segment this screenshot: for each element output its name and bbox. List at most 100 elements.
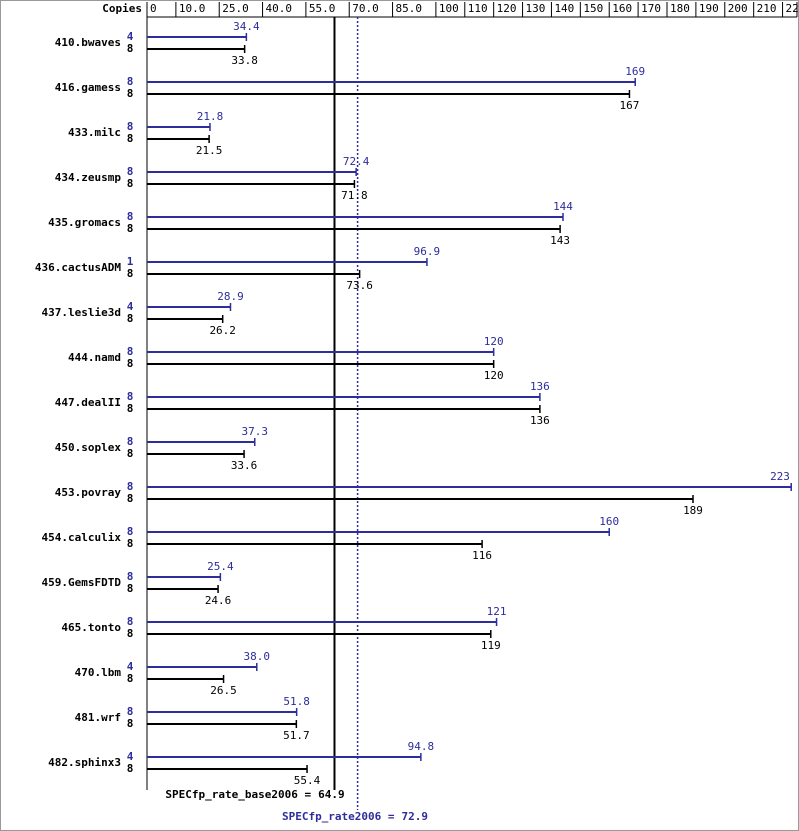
copies-label: 8: [127, 177, 134, 190]
x-tick-label: 140: [554, 2, 574, 15]
x-tick-label: 40.0: [266, 2, 293, 15]
copies-label: 4: [127, 300, 134, 313]
x-tick-label: 150: [583, 2, 603, 15]
copies-label: 1: [127, 255, 134, 268]
value-label: 25.4: [207, 560, 234, 573]
copies-label: 8: [127, 87, 134, 100]
value-label: 120: [484, 369, 504, 382]
copies-label: 8: [127, 75, 134, 88]
category-label: 450.soplex: [55, 441, 122, 454]
x-tick-label: 190: [699, 2, 719, 15]
value-label: 24.6: [205, 594, 232, 607]
reference-label-text: SPECfp_rate2006 =: [282, 810, 395, 823]
value-label: 26.5: [210, 684, 237, 697]
reference-value: 64.9: [318, 788, 345, 801]
value-label: 34.4: [233, 20, 260, 33]
copies-label: 8: [127, 210, 134, 223]
copies-label: 8: [127, 42, 134, 55]
category-label: 437.leslie3d: [42, 306, 121, 319]
category-label: 433.milc: [68, 126, 121, 139]
x-tick-label: 210: [757, 2, 777, 15]
value-label: 28.9: [217, 290, 244, 303]
copies-label: 8: [127, 492, 134, 505]
copies-label: 4: [127, 750, 134, 763]
reference-label: SPECfp_rate_base2006 = 64.9: [165, 788, 344, 801]
copies-label: 8: [127, 717, 134, 730]
category-label: 482.sphinx3: [48, 756, 121, 769]
category-label: 434.zeusmp: [55, 171, 122, 184]
copies-label: 8: [127, 120, 134, 133]
x-tick-label: 55.0: [309, 2, 336, 15]
category-label: 436.cactusADM: [35, 261, 121, 274]
value-label: 167: [620, 99, 640, 112]
copies-label: 8: [127, 357, 134, 370]
value-label: 33.6: [231, 459, 258, 472]
x-tick-label: 220: [786, 2, 799, 15]
value-label: 33.8: [231, 54, 258, 67]
x-tick-label: 100: [439, 2, 459, 15]
copies-label: 8: [127, 222, 134, 235]
value-label: 169: [625, 65, 645, 78]
copies-label: 8: [127, 345, 134, 358]
copies-label: 8: [127, 705, 134, 718]
copies-label: 8: [127, 537, 134, 550]
value-label: 72.4: [343, 155, 370, 168]
x-tick-label: 70.0: [352, 2, 379, 15]
copies-label: 8: [127, 312, 134, 325]
value-label: 51.7: [283, 729, 310, 742]
x-tick-label: 120: [497, 2, 517, 15]
copies-label: 8: [127, 627, 134, 640]
x-tick-label: 110: [468, 2, 488, 15]
x-tick-label: 85.0: [396, 2, 423, 15]
copies-header: Copies: [102, 2, 142, 15]
x-tick-label: 200: [728, 2, 748, 15]
category-label: 465.tonto: [61, 621, 121, 634]
category-label: 459.GemsFDTD: [42, 576, 122, 589]
copies-label: 8: [127, 525, 134, 538]
copies-label: 8: [127, 390, 134, 403]
x-tick-label: 130: [526, 2, 546, 15]
reference-label: SPECfp_rate2006 = 72.9: [282, 810, 428, 823]
copies-label: 4: [127, 660, 134, 673]
value-label: 121: [487, 605, 507, 618]
value-label: 144: [553, 200, 573, 213]
copies-label: 4: [127, 30, 134, 43]
copies-label: 8: [127, 480, 134, 493]
value-label: 96.9: [414, 245, 441, 258]
x-tick-label: 160: [612, 2, 632, 15]
value-label: 37.3: [242, 425, 269, 438]
value-label: 189: [683, 504, 703, 517]
copies-label: 8: [127, 402, 134, 415]
category-label: 481.wrf: [75, 711, 121, 724]
reference-label-text: SPECfp_rate_base2006 =: [165, 788, 311, 801]
category-label: 447.dealII: [55, 396, 121, 409]
value-label: 143: [550, 234, 570, 247]
value-label: 223: [770, 470, 790, 483]
category-label: 454.calculix: [42, 531, 122, 544]
copies-label: 8: [127, 132, 134, 145]
copies-label: 8: [127, 447, 134, 460]
value-label: 55.4: [294, 774, 321, 787]
copies-label: 8: [127, 435, 134, 448]
copies-label: 8: [127, 570, 134, 583]
value-label: 73.6: [346, 279, 373, 292]
value-label: 51.8: [283, 695, 310, 708]
copies-label: 8: [127, 762, 134, 775]
copies-label: 8: [127, 615, 134, 628]
x-tick-label: 10.0: [179, 2, 206, 15]
category-label: 410.bwaves: [55, 36, 121, 49]
category-label: 470.lbm: [75, 666, 122, 679]
value-label: 21.8: [197, 110, 224, 123]
value-label: 26.2: [209, 324, 236, 337]
copies-label: 8: [127, 165, 134, 178]
value-label: 136: [530, 380, 550, 393]
value-label: 116: [472, 549, 492, 562]
x-tick-label: 0: [150, 2, 157, 15]
x-tick-label: 25.0: [222, 2, 249, 15]
copies-label: 8: [127, 582, 134, 595]
category-label: 444.namd: [68, 351, 121, 364]
value-label: 71.8: [341, 189, 368, 202]
